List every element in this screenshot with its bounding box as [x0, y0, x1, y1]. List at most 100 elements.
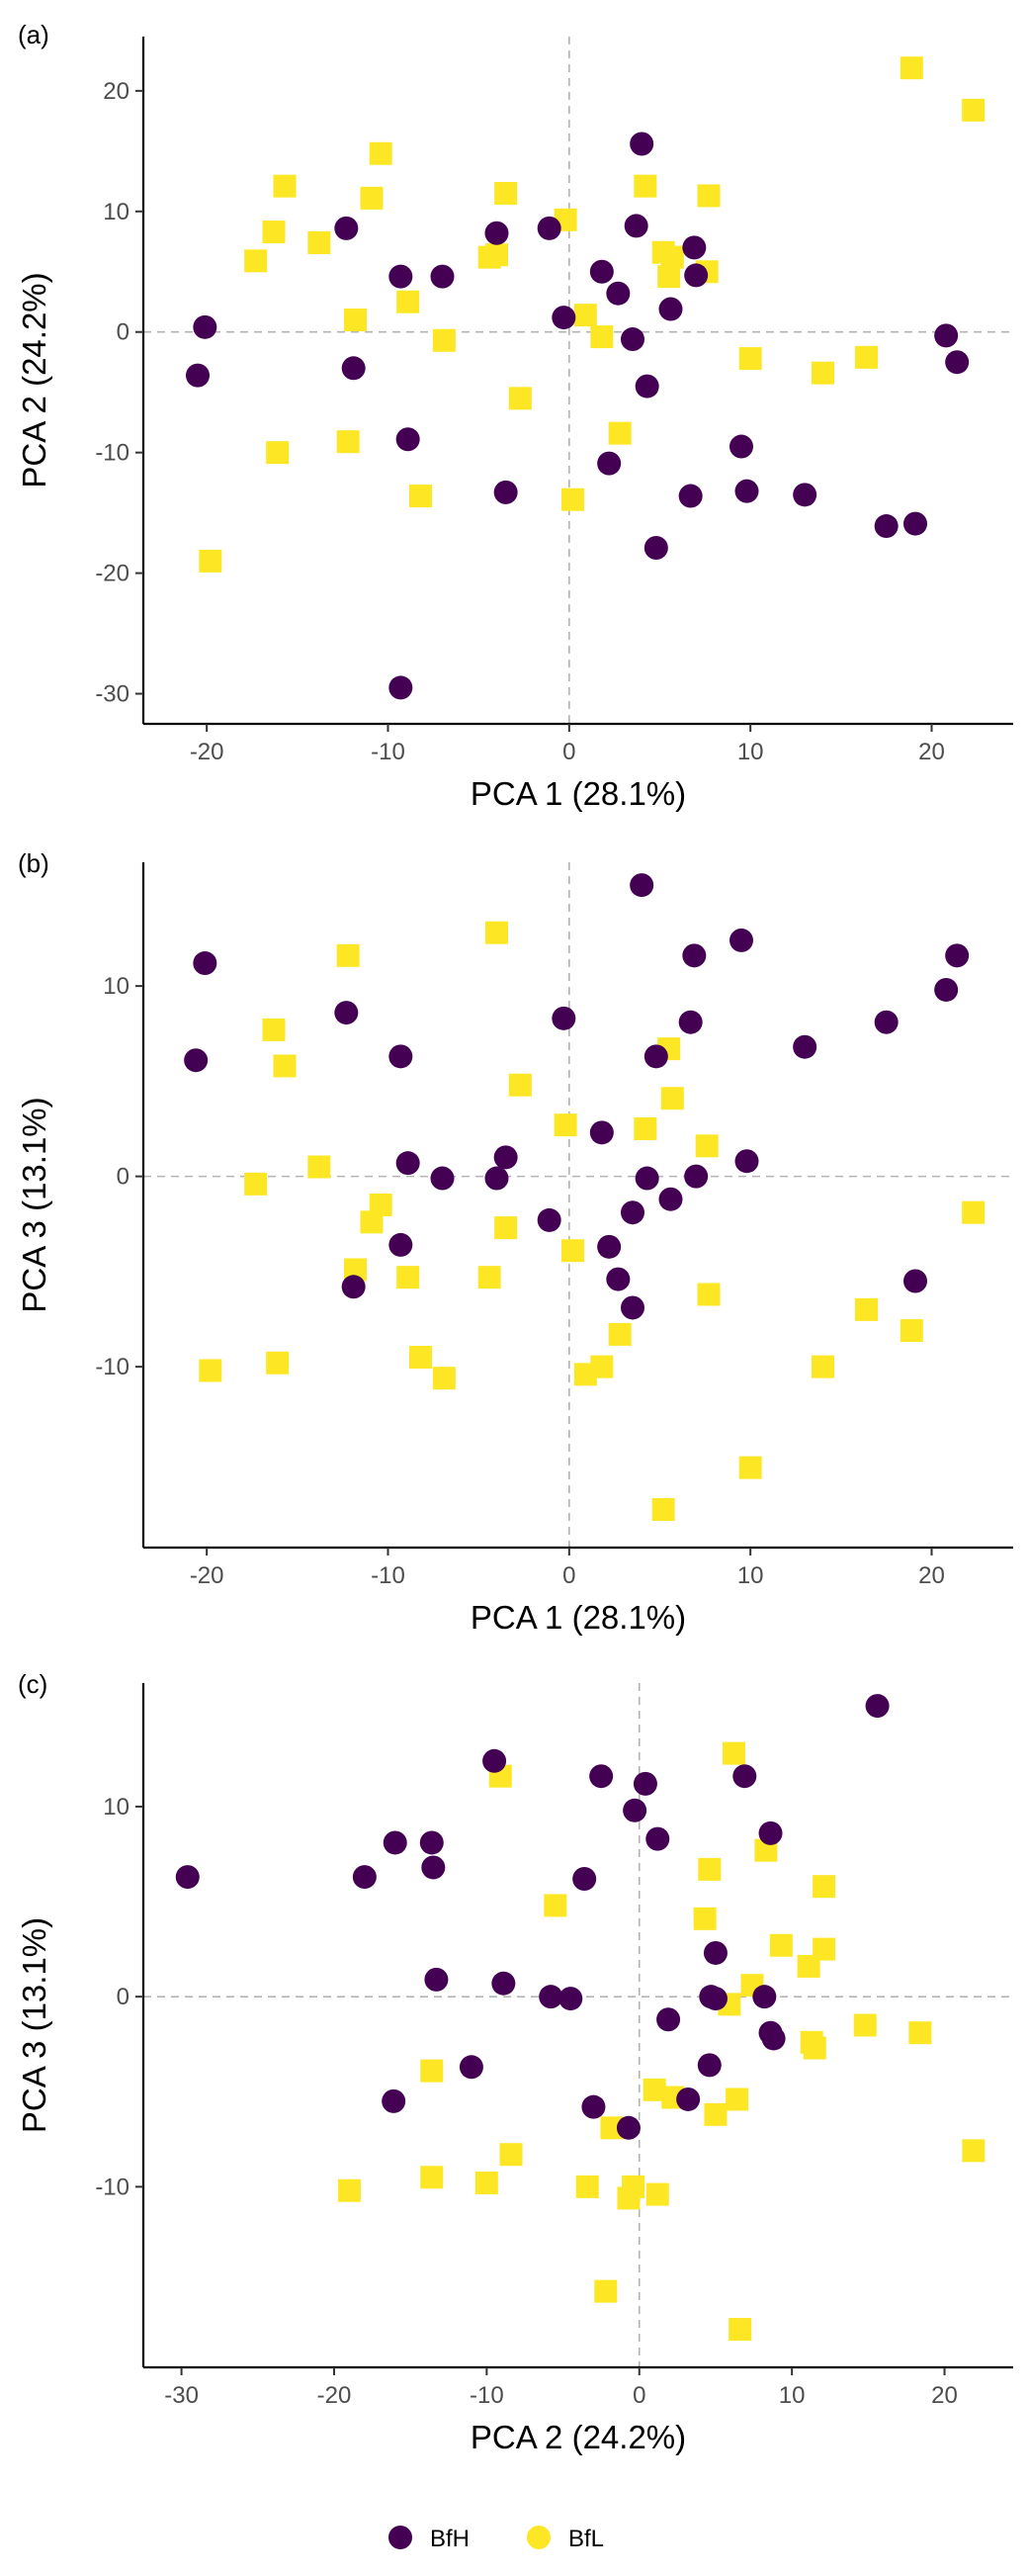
- point-bfl: [420, 2166, 444, 2189]
- point-bfl: [704, 2102, 728, 2126]
- point-bfl: [554, 1113, 577, 1137]
- point-bfh: [424, 1967, 449, 1992]
- point-bfl: [813, 1937, 836, 1961]
- point-bfl: [722, 1741, 745, 1765]
- point-bfl: [908, 2021, 932, 2045]
- point-bfl: [900, 56, 923, 80]
- point-bfh: [703, 1987, 728, 2011]
- point-bfl: [812, 361, 834, 385]
- point-bfl: [697, 184, 721, 208]
- point-bfl: [855, 1297, 878, 1321]
- point-bfh: [419, 1830, 444, 1855]
- point-bfh: [341, 356, 366, 381]
- y-tick-label: 0: [117, 319, 129, 346]
- y-tick-label: 10: [103, 973, 129, 1000]
- point-bfh: [623, 1798, 647, 1822]
- point-bfl: [797, 1954, 820, 1978]
- point-bfl: [508, 387, 532, 410]
- point-bfl: [499, 2143, 523, 2167]
- y-tick-label: 20: [103, 78, 129, 105]
- point-bfh: [658, 297, 683, 321]
- point-bfh: [934, 977, 959, 1002]
- point-bfl: [273, 1054, 297, 1078]
- point-bfh: [630, 873, 654, 898]
- point-bfl: [769, 1933, 793, 1957]
- point-bfh: [388, 1044, 413, 1069]
- point-bfl: [262, 1018, 286, 1041]
- x-axis-title: PCA 2 (24.2%): [471, 2419, 686, 2455]
- point-bfl: [344, 1258, 367, 1282]
- x-tick-label: 0: [633, 2382, 645, 2409]
- point-bfh: [193, 314, 217, 339]
- y-tick-label: -10: [95, 440, 129, 467]
- point-bfh: [729, 434, 753, 459]
- point-bfh: [621, 327, 644, 352]
- point-bfl: [494, 182, 518, 206]
- point-bfh: [552, 1006, 576, 1030]
- point-bfh: [624, 214, 648, 238]
- point-bfl: [698, 1857, 722, 1881]
- point-bfh: [761, 2026, 786, 2051]
- point-bfl: [643, 2078, 666, 2101]
- point-bfl: [336, 943, 360, 967]
- point-bfh: [684, 263, 709, 288]
- point-bfh: [597, 1234, 622, 1259]
- point-bfl: [409, 485, 432, 508]
- point-bfh: [482, 1748, 507, 1773]
- point-bfl: [244, 249, 268, 273]
- point-bfl: [962, 2139, 986, 2163]
- panel-label: (c): [18, 1669, 47, 1699]
- point-bfh: [552, 306, 576, 330]
- point-bfl: [853, 2013, 877, 2037]
- point-bfh: [678, 1010, 703, 1034]
- point-bfh: [537, 216, 561, 240]
- point-bfl: [695, 1134, 719, 1158]
- point-bfh: [678, 484, 703, 508]
- point-bfl: [645, 2182, 669, 2206]
- point-bfl: [336, 430, 360, 454]
- point-bfh: [459, 2055, 483, 2080]
- point-bfl: [396, 1266, 420, 1289]
- point-bfl: [726, 2087, 749, 2111]
- point-bfl: [575, 2175, 599, 2198]
- x-tick-label: 0: [562, 739, 575, 765]
- point-bfh: [421, 1855, 446, 1880]
- point-bfl: [262, 221, 286, 244]
- panel-label: (a): [18, 20, 49, 49]
- point-bfl: [660, 1087, 684, 1110]
- point-bfh: [395, 427, 420, 452]
- point-bfh: [945, 350, 970, 375]
- point-bfh: [682, 943, 707, 968]
- point-bfh: [643, 1044, 668, 1069]
- point-bfh: [752, 1985, 777, 2009]
- point-bfl: [813, 1875, 836, 1899]
- point-bfh: [656, 2007, 681, 2032]
- point-bfh: [186, 363, 210, 388]
- point-bfh: [493, 1145, 518, 1170]
- point-bfh: [903, 511, 927, 536]
- y-tick-label: -20: [95, 561, 129, 587]
- point-bfh: [352, 1865, 377, 1890]
- point-bfl: [485, 243, 508, 267]
- point-bfl: [812, 1355, 834, 1378]
- point-bfh: [606, 1267, 631, 1291]
- point-bfh: [635, 374, 659, 399]
- point-bfh: [175, 1865, 200, 1890]
- point-bfl: [594, 2279, 618, 2303]
- point-bfh: [589, 1120, 614, 1145]
- x-tick-label: -20: [190, 739, 224, 765]
- x-tick-label: 20: [918, 739, 945, 765]
- point-bfh: [537, 1207, 561, 1232]
- scatter-panel-2: (b) -20 -10 0 10 20 -10 0 10 PCA 1 (28.1%) PCA 3 (…: [16, 848, 1013, 1636]
- x-tick-label: 10: [737, 1562, 764, 1589]
- point-bfh: [729, 928, 753, 952]
- point-bfh: [388, 1232, 413, 1257]
- point-bfh: [430, 1166, 455, 1191]
- scatter-panel-3: (c) -30 -20 -10 0 10 20 -10 0 10 PCA 2 (24.2%) PCA …: [16, 1669, 1013, 2455]
- y-tick-label: -10: [95, 1354, 129, 1380]
- y-tick-label: -30: [95, 681, 129, 708]
- point-bfl: [266, 1351, 290, 1375]
- point-bfl: [660, 245, 684, 269]
- point-bfl: [634, 174, 657, 198]
